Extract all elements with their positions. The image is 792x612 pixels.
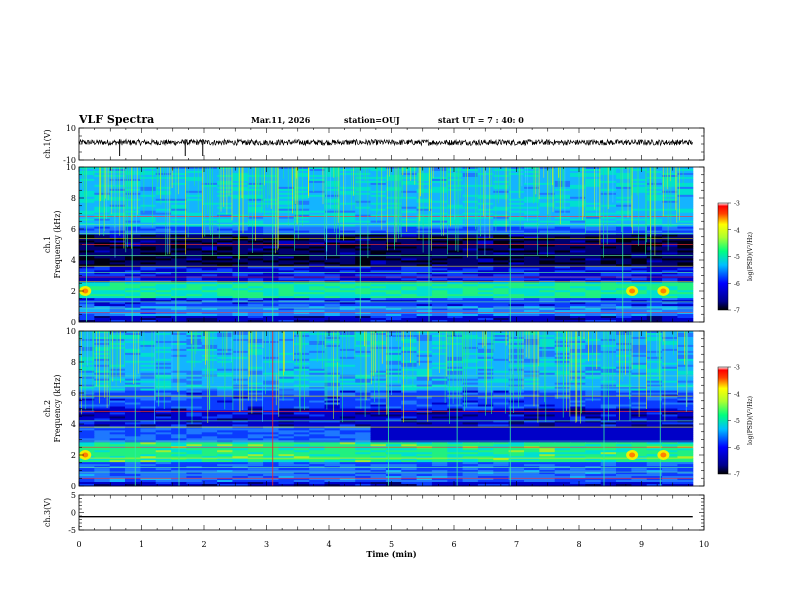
spectro-ch1-ytick: 8 xyxy=(71,194,76,203)
date-label: Mar.11, 2026 xyxy=(251,115,311,125)
x-tick-label: 0 xyxy=(76,540,81,549)
start-ut-label: start UT = 7 : 40: 0 xyxy=(438,115,524,125)
x-tick-label: 8 xyxy=(576,540,581,549)
x-axis-label: Time (min) xyxy=(366,549,416,559)
chart-title: VLF Spectra xyxy=(79,113,155,126)
ch1-wave-ylabel: ch.1(V) xyxy=(43,129,52,158)
colorbar-ch1-tick: -7 xyxy=(734,308,740,315)
colorbar-ch2-tick: -4 xyxy=(734,391,740,398)
spectro-ch2-ytick: 10 xyxy=(66,327,76,336)
colorbar-ch2-tick: -3 xyxy=(734,365,740,372)
spectro-ch2-ytick: 0 xyxy=(71,482,76,491)
colorbar-ch2-tick: -6 xyxy=(734,445,740,452)
colorbar-ch1-tick: -3 xyxy=(734,201,740,208)
ch1-wave-ytick: 10 xyxy=(66,124,76,133)
spectro-ch1-channel-label: ch.1 xyxy=(43,236,52,253)
x-tick-label: 5 xyxy=(389,540,394,549)
ch3-wave-ytick: -5 xyxy=(68,526,76,535)
spectro-ch2-ylabel: Frequency (kHz) xyxy=(53,374,62,442)
spectro-ch2-ytick: 6 xyxy=(71,389,76,398)
spectro-ch2-channel-label: ch.2 xyxy=(43,400,52,417)
colorbar-ch1-tick: -4 xyxy=(734,227,740,234)
ch1-wave-ytick: -10 xyxy=(63,156,76,165)
x-tick-label: 2 xyxy=(201,540,206,549)
x-tick-label: 7 xyxy=(514,540,519,549)
ch3-wave-ytick: 0 xyxy=(71,509,76,518)
spectro-ch1-ytick: 10 xyxy=(66,163,76,172)
station-label: station=OUJ xyxy=(344,115,400,125)
spectro-ch1-ytick: 4 xyxy=(71,256,76,265)
colorbar-ch2-tick: -7 xyxy=(734,472,740,479)
spectrogram-ch2 xyxy=(79,331,694,487)
x-tick-label: 6 xyxy=(451,540,456,549)
ch3-wave-ytick: 5 xyxy=(71,491,76,500)
spectro-ch2-ytick: 8 xyxy=(71,358,76,367)
colorbar-ch1-label: log(PSD)(V²/Hz) xyxy=(747,232,754,281)
spectro-ch2-ytick: 2 xyxy=(71,451,76,460)
x-tick-label: 10 xyxy=(699,540,709,549)
ch1-waveform-line xyxy=(78,138,693,147)
ch3-wave-frame xyxy=(78,494,705,531)
x-tick-label: 3 xyxy=(264,540,269,549)
x-tick-label: 1 xyxy=(139,540,144,549)
spectro-ch1-ytick: 6 xyxy=(71,225,76,234)
spectro-ch1-ytick: 0 xyxy=(71,318,76,327)
spectro-ch1-ylabel: Frequency (kHz) xyxy=(53,210,62,278)
colorbar-ch1-tick: -5 xyxy=(734,254,740,261)
x-tick-label: 9 xyxy=(639,540,644,549)
colorbar-ch1 xyxy=(717,202,729,311)
spectro-ch2-ytick: 4 xyxy=(71,420,76,429)
colorbar-ch2 xyxy=(717,366,729,475)
colorbar-ch1-tick: -6 xyxy=(734,281,740,288)
spectro-ch1-ytick: 2 xyxy=(71,287,76,296)
spectrogram-ch1 xyxy=(79,167,694,323)
x-tick-label: 4 xyxy=(326,540,331,549)
colorbar-ch2-tick: -5 xyxy=(734,418,740,425)
colorbar-ch2-label: log(PSD)(V²/Hz) xyxy=(747,396,754,445)
ch3-wave-ylabel: ch.3(V) xyxy=(43,498,52,527)
